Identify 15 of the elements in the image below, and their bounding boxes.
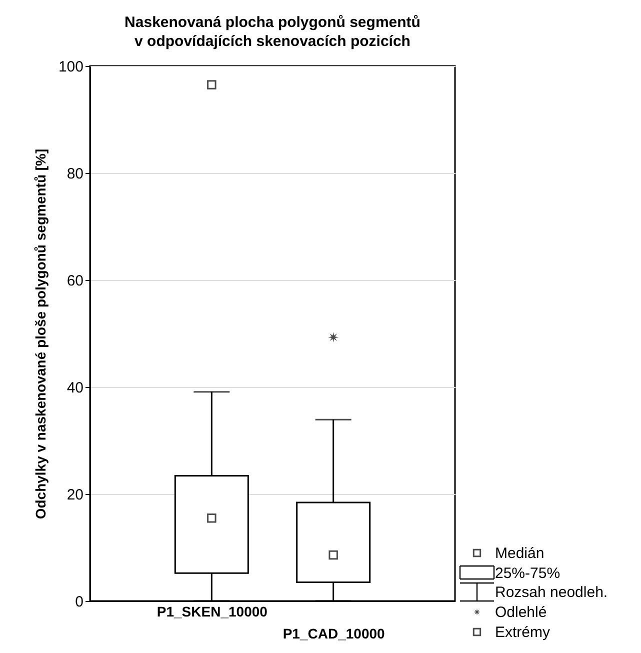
y-tick-label: 40	[66, 380, 84, 396]
text: 25%-75%	[495, 565, 560, 582]
x-tick-label: P1_CAD_10000	[282, 626, 386, 642]
y-tick-label: 80	[66, 166, 84, 182]
text: Rozsah neodleh.	[495, 584, 608, 601]
chart-title: Naskenovaná plocha polygonů segmentů v odpovídajících skenovacích pozicích	[124, 14, 420, 50]
y-tick-label: 0	[75, 594, 84, 610]
y-axis-title: Odchylky v naskenované ploše polygonů segmentů [%]	[32, 148, 48, 520]
x-tick-label: P1_SKEN_10000	[156, 604, 268, 620]
y-tick-label: 100	[58, 58, 84, 76]
legend-label: Odlehlé	[495, 604, 547, 621]
text: Medián	[495, 545, 544, 562]
y-tick-label: 20	[66, 486, 84, 504]
legend-label: Extrémy	[495, 624, 551, 641]
y-tick-label: 60	[66, 272, 84, 290]
